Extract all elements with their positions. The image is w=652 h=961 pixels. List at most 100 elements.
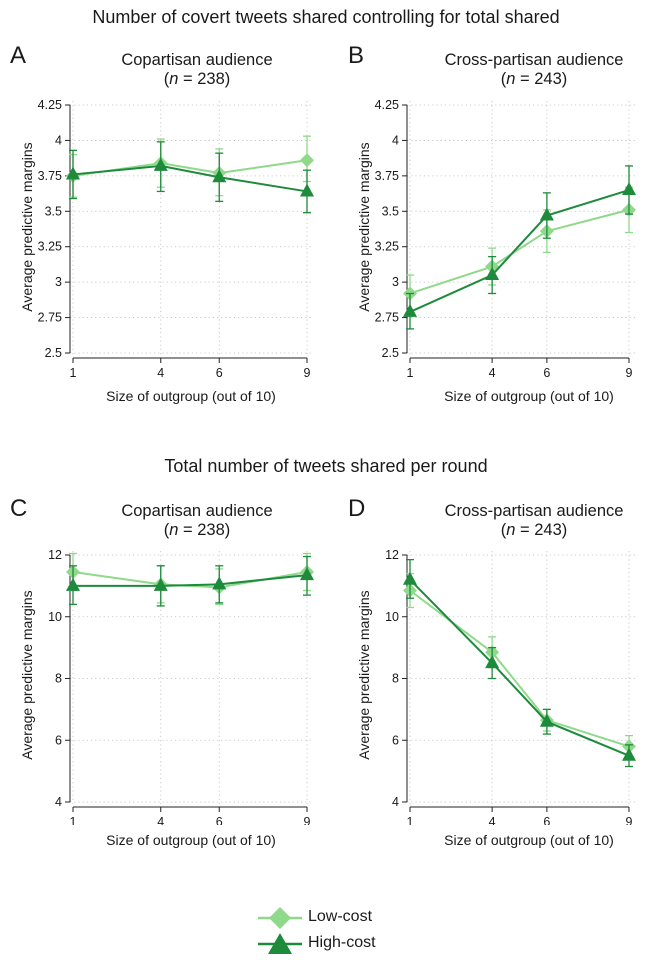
x-tick-label: 6 [543, 366, 550, 380]
panel-n-label: (n = 243) [500, 521, 568, 539]
point-high-cost [622, 747, 636, 761]
point-high-cost [66, 577, 80, 591]
section-title-top: Number of covert tweets shared controlli… [92, 7, 560, 27]
legend-label-high-cost: High-cost [308, 934, 376, 951]
y-tick-label: 3.25 [38, 240, 62, 254]
x-tick-label: 1 [407, 366, 414, 380]
x-tick-label: 9 [626, 366, 633, 380]
series-line-low-cost [72, 159, 308, 177]
x-tick-label: 9 [304, 815, 311, 825]
x-axis-label-c: Size of outgroup (out of 10) [106, 832, 276, 848]
x-axis-label-d: Size of outgroup (out of 10) [444, 832, 614, 848]
series-line-low-cost [409, 208, 630, 295]
series-line-high-cost [73, 574, 308, 587]
x-tick-label: 6 [216, 366, 223, 380]
y-tick-label: 2.75 [375, 311, 399, 325]
point-high-cost [539, 207, 554, 221]
y-tick-label: 4.25 [38, 98, 62, 112]
chart-a: 2.5 2.75 3 3.25 3.5 3.75 4 4.25 1 4 6 9 [38, 98, 314, 380]
x-tick-label: 4 [489, 366, 496, 380]
y-tick-label: 4 [55, 133, 62, 147]
x-tick-label: 9 [304, 366, 311, 380]
point-high-cost [153, 577, 168, 591]
point-high-cost [485, 267, 500, 281]
panel-title-a: Copartisan audience (n = 238) [77, 51, 317, 89]
y-tick-label: 2.75 [38, 311, 62, 325]
legend-high-cost-marker [258, 933, 302, 954]
panel-title-text: Copartisan audience [121, 51, 273, 69]
point-high-cost [403, 571, 417, 585]
point-high-cost [212, 169, 227, 183]
panel-n-value: 238 [197, 70, 225, 88]
y-axis-label-c: Average predictive margins [19, 590, 35, 760]
x-axis-label-a: Size of outgroup (out of 10) [106, 388, 276, 404]
panel-title-text: Copartisan audience [121, 502, 273, 520]
point-high-cost [212, 576, 227, 590]
x-tick-label: 4 [157, 815, 164, 825]
y-tick-label: 4 [392, 133, 399, 147]
legend-label-low-cost: Low-cost [308, 908, 373, 925]
panel-title-b: Cross-partisan audience (n = 243) [414, 51, 652, 89]
point-high-cost [153, 157, 168, 171]
point-high-cost [622, 182, 636, 196]
y-tick-label: 3.75 [38, 169, 62, 183]
y-tick-label: 12 [385, 548, 399, 562]
y-axis-label-b: Average predictive margins [356, 142, 372, 312]
panel-n-label: (n = 238) [163, 521, 231, 539]
x-tick-label: 4 [489, 815, 496, 825]
x-tick-label: 6 [543, 815, 550, 825]
y-tick-label: 10 [385, 610, 399, 624]
panel-n-value: 243 [534, 521, 562, 539]
y-tick-label: 3 [392, 275, 399, 289]
y-tick-label: 12 [48, 548, 62, 562]
series-line-high-cost [409, 189, 630, 313]
x-tick-label: 1 [70, 815, 77, 825]
point-high-cost [403, 303, 417, 317]
panel-letter-a: A [10, 42, 27, 69]
panel-n-label: (n = 243) [500, 70, 568, 88]
y-tick-label: 6 [55, 733, 62, 747]
y-tick-label: 8 [55, 672, 62, 686]
point-low-cost [300, 153, 314, 168]
y-tick-label: 8 [392, 672, 399, 686]
panel-title-text: Cross-partisan audience [444, 51, 624, 69]
y-tick-label: 3.5 [45, 204, 62, 218]
point-high-cost [300, 567, 314, 581]
y-tick-label: 4 [55, 795, 62, 809]
panel-title-c: Copartisan audience (n = 238) [77, 502, 317, 540]
legend-low-cost-marker [258, 907, 302, 929]
chart-b: 2.5 2.75 3 3.25 3.5 3.75 4 4.25 1 4 6 9 [375, 98, 636, 380]
y-tick-label: 2.5 [45, 346, 62, 360]
y-tick-label: 3.25 [375, 240, 399, 254]
x-tick-label: 1 [407, 815, 414, 825]
panel-title-text: Cross-partisan audience [444, 502, 624, 520]
section-title-bottom: Total number of tweets shared per round [164, 456, 488, 476]
series-line-high-cost [409, 578, 630, 757]
y-tick-label: 10 [48, 610, 62, 624]
y-tick-label: 2.5 [382, 346, 399, 360]
series-line-high-cost [72, 164, 308, 193]
y-tick-label: 4.25 [375, 98, 399, 112]
x-tick-label: 1 [70, 366, 77, 380]
panel-n-value: 243 [534, 70, 562, 88]
y-tick-label: 3 [55, 275, 62, 289]
point-high-cost [539, 713, 554, 727]
y-tick-label: 3.5 [382, 204, 399, 218]
x-tick-label: 9 [626, 815, 633, 825]
panel-title-d: Cross-partisan audience (n = 243) [414, 502, 652, 540]
panel-n-value: 238 [197, 521, 225, 539]
panel-n-label: (n = 238) [163, 70, 231, 88]
x-axis-label-b: Size of outgroup (out of 10) [444, 388, 614, 404]
y-tick-label: 4 [392, 795, 399, 809]
panel-letter-b: B [348, 42, 365, 69]
point-high-cost [66, 166, 80, 180]
panel-letter-c: C [10, 495, 28, 522]
y-axis-label-d: Average predictive margins [356, 590, 372, 760]
x-tick-label: 6 [216, 815, 223, 825]
y-tick-label: 6 [392, 733, 399, 747]
y-axis-label-a: Average predictive margins [19, 142, 35, 312]
panel-letter-d: D [348, 495, 366, 522]
x-tick-label: 4 [157, 366, 164, 380]
